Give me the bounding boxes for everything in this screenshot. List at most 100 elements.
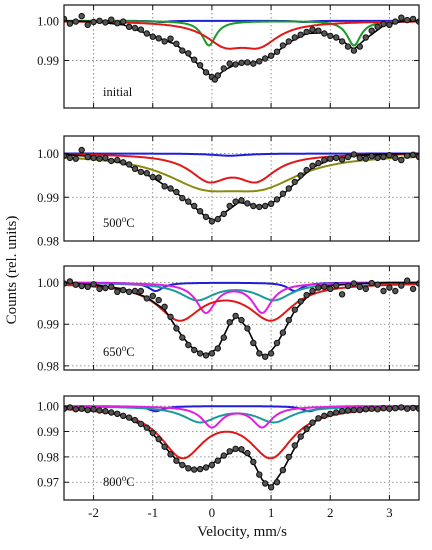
panel-frame	[63, 4, 420, 109]
data-point	[191, 56, 198, 63]
data-point	[125, 288, 133, 295]
data-point	[149, 429, 157, 436]
data-point	[244, 200, 251, 207]
data-point	[374, 154, 381, 162]
plot-content	[64, 404, 419, 491]
data-point	[303, 291, 310, 299]
fit-line	[64, 152, 419, 222]
data-point	[350, 47, 358, 54]
data-point	[309, 287, 316, 295]
data-point	[344, 282, 352, 290]
data-point	[64, 405, 68, 412]
data-point	[120, 18, 127, 25]
data-point	[102, 408, 109, 415]
data-point	[273, 339, 281, 347]
data-point	[398, 282, 405, 289]
data-point	[350, 406, 358, 414]
y-tick-label: 0.99	[37, 191, 59, 205]
y-tick-label: 0.98	[37, 359, 59, 373]
data-point	[256, 203, 263, 211]
data-point	[78, 146, 85, 154]
data-point	[232, 312, 239, 320]
y-tick-label: 0.99	[37, 54, 59, 68]
data-point	[185, 50, 192, 57]
data-point	[202, 69, 210, 76]
data-point	[362, 155, 369, 162]
data-point	[137, 168, 145, 176]
data-point	[309, 162, 316, 170]
data-point	[244, 59, 251, 66]
data-point	[84, 283, 91, 290]
data-point	[386, 405, 393, 412]
data-point	[125, 414, 133, 421]
data-point	[267, 484, 275, 491]
y-tick-label: 0.97	[37, 476, 59, 490]
data-point	[66, 20, 74, 27]
data-point	[72, 155, 80, 162]
data-point	[226, 60, 233, 67]
component-magenta-line	[64, 405, 419, 429]
panel-frame	[63, 395, 420, 501]
data-point	[226, 202, 233, 210]
data-point	[404, 16, 411, 24]
panel-2: 1.00 0.99 0.98 500oC	[37, 135, 420, 249]
data-point	[185, 465, 192, 472]
panel-label: 800oC	[103, 473, 135, 489]
data-point	[327, 32, 334, 40]
data-point	[338, 408, 346, 415]
plot-content	[64, 146, 419, 225]
y-tick-label: 0.98	[37, 235, 59, 249]
data-point	[108, 16, 115, 23]
data-point	[297, 433, 304, 440]
x-tick-label: 0	[209, 505, 216, 520]
data-point	[125, 23, 133, 30]
panel-3: 1.00 0.99 0.98 650oC	[37, 265, 420, 373]
data-point	[72, 281, 80, 288]
panel-label: 650oC	[103, 343, 135, 359]
data-point	[344, 43, 352, 50]
data-point	[309, 419, 316, 426]
data-point	[398, 156, 405, 164]
data-point	[131, 416, 139, 424]
data-point	[179, 47, 186, 54]
y-tick-label: 0.99	[37, 425, 59, 439]
data-point	[344, 153, 352, 161]
data-point	[409, 15, 417, 23]
data-point	[374, 281, 381, 288]
data-point	[392, 18, 399, 25]
data-point	[90, 406, 97, 413]
data-point	[262, 55, 269, 62]
data-point	[250, 339, 257, 347]
data-point	[96, 407, 103, 414]
x-tick-label: -2	[88, 505, 99, 520]
data-point	[78, 405, 85, 412]
data-point	[338, 38, 346, 45]
data-point	[386, 21, 393, 28]
panels-group: 1.00 0.99 initial 1.00 0.99 0.98 500oC 1.00 0.99…	[37, 4, 420, 501]
data-point	[185, 341, 192, 349]
data-point	[167, 185, 174, 192]
panel-label: initial	[103, 85, 133, 99]
data-point	[120, 159, 127, 166]
data-point	[214, 457, 222, 464]
panel-1: 1.00 0.99 initial	[37, 4, 420, 109]
data-point	[333, 409, 340, 416]
data-point	[179, 461, 186, 469]
panel-4: 1.00 0.99 0.98 0.97 800oC	[37, 395, 420, 501]
data-point	[196, 61, 204, 69]
data-point	[125, 161, 133, 168]
data-point	[185, 198, 192, 205]
data-point	[232, 61, 239, 68]
data-point	[380, 20, 387, 28]
data-point	[356, 283, 363, 290]
data-point	[102, 154, 109, 162]
data-point	[120, 412, 127, 419]
data-point	[285, 316, 292, 324]
data-point	[333, 282, 340, 289]
data-point	[179, 334, 186, 341]
data-point	[338, 156, 346, 163]
y-tick-label: 1.00	[37, 276, 59, 290]
data-point	[108, 409, 115, 416]
data-point	[350, 280, 358, 287]
